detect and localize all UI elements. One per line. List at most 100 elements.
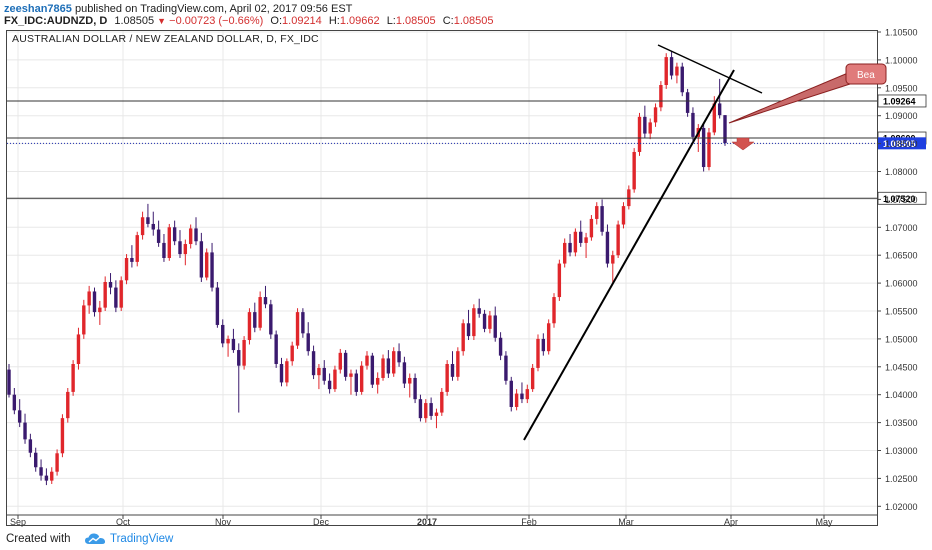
time-tick-label: Feb [521,517,537,527]
candle-body [108,281,113,288]
candle-body [488,315,492,329]
candle-body [242,340,246,366]
candle-body [563,242,567,264]
price-tick-label: 1.06500 [885,251,918,261]
candle-body [579,231,583,243]
candle-body [653,107,658,123]
tradingview-brand[interactable]: TradingView [110,533,174,545]
candle-body [685,92,690,113]
candle-body [44,475,49,481]
price-tick-label: 1.02500 [885,474,918,484]
price-tick-label: 1.05000 [885,334,918,344]
candle-body [311,351,316,376]
last-price-tag [878,137,926,150]
candle-body [643,116,647,134]
callout-text: Bea [857,70,875,81]
candle-body [322,367,326,381]
footer: Created with TradingView [0,530,932,550]
candle-body [429,403,433,416]
candle-body [418,399,423,419]
time-tick-label: 2017 [417,517,437,527]
level-price-label: 1.09264 [883,96,916,106]
candle-body [285,361,289,383]
candle-body [156,229,161,243]
last-price: 1.08505 [114,15,155,27]
candle-body [317,367,321,376]
candle-body [600,206,604,232]
candle-body [188,228,193,245]
candle-body [365,355,369,366]
candle-body [237,350,241,366]
candle-body [701,127,706,168]
candle-body [172,227,177,242]
callout-box [845,63,887,85]
time-tick-label: Mar [618,517,634,527]
price-change: −0.00723 (−0.66%) [169,15,264,27]
candle-body [12,394,17,411]
candle-body [648,122,652,134]
candle-body [146,217,150,224]
open-label: O: [270,15,283,27]
candle-body [359,365,364,392]
candle-body [349,373,353,377]
candle-body [546,323,551,352]
candle-body [327,380,332,390]
author-link[interactable]: zeeshan7865 [4,3,72,15]
candle-body [279,364,284,383]
candle-body [557,263,562,298]
resistance-trend-line [657,44,763,94]
low-label: L: [386,15,396,27]
price-tick-label: 1.03000 [885,446,918,456]
candle-body [440,391,444,413]
candle-body [76,334,81,365]
candle-body [530,367,535,390]
price-tick-label: 1.09500 [885,83,918,93]
candle-body [226,338,230,344]
candle-body [231,338,236,351]
candle-body [23,422,27,440]
chart-title: AUSTRALIAN DOLLAR / NEW ZEALAND DOLLAR, … [12,33,319,45]
candle-body [130,257,134,262]
candle-body [680,66,684,93]
down-arrow-icon [731,137,755,151]
candle-body [386,358,391,374]
candle-body [295,312,300,346]
candle-body [466,323,471,337]
chart-header: zeeshan7865 published on TradingView.com… [0,0,932,30]
candle-body [541,338,546,352]
candle-body [450,364,455,377]
publish-line: zeeshan7865 published on TradingView.com… [4,3,352,15]
candle-body [445,364,449,392]
price-axis: 1.10500 1.10000 1.09500 1.09000 1.08500 1.080… [877,28,918,512]
candle-body [247,312,252,341]
price-tick-label: 1.03500 [885,418,918,428]
candle-body [611,255,615,264]
candle-body [82,305,86,335]
candle-body [274,334,278,365]
level-price-tag [877,94,927,108]
candle-body [664,57,668,86]
candle-body [434,412,439,416]
time-tick-label: May [815,517,833,527]
price-tick-label: 1.05500 [885,307,918,317]
time-tick-label: Sep [10,517,26,527]
candle-body [621,206,626,225]
candle-layer [7,51,727,486]
candle-body [178,241,182,255]
candle-body [199,241,204,278]
candle-body [167,227,171,258]
candle-body [381,358,385,378]
candle-body [659,85,663,108]
price-tick-label: 1.10000 [885,55,918,65]
candle-body [162,242,166,258]
candle-body [477,308,481,314]
candle-body [584,237,588,243]
down-triangle-icon: ▼ [157,16,167,26]
candle-body [258,297,262,328]
level-price-label: 1.07520 [883,194,916,204]
candle-body [333,369,337,390]
candle-body [616,224,620,256]
candle-body [28,439,33,453]
